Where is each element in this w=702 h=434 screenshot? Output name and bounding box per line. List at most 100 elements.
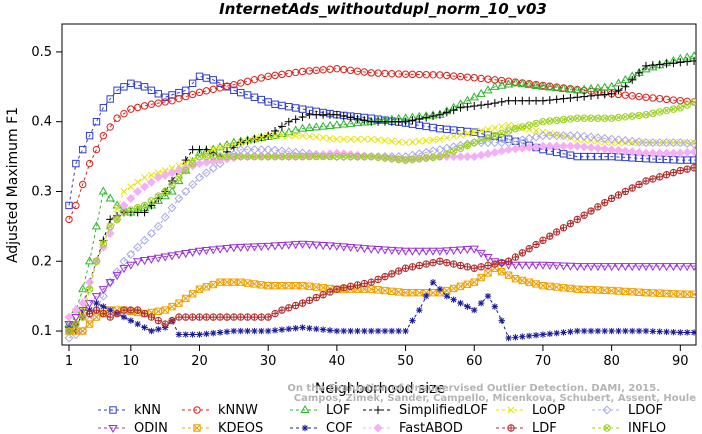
point-cof bbox=[526, 332, 533, 340]
point-simplifiedlof bbox=[422, 113, 431, 122]
point-inflo bbox=[422, 154, 430, 162]
point-fastabod bbox=[682, 147, 692, 157]
point-cof bbox=[347, 327, 354, 335]
point-ldf bbox=[175, 313, 183, 321]
point-ldf bbox=[546, 232, 554, 240]
point-cof bbox=[615, 327, 622, 335]
point-ldof bbox=[78, 326, 88, 336]
point-simplifiedlof bbox=[614, 86, 623, 95]
point-lof bbox=[290, 125, 301, 134]
point-fastabod bbox=[607, 145, 617, 155]
point-inflo bbox=[374, 153, 382, 161]
point-simplifiedlof bbox=[600, 90, 609, 99]
point-inflo bbox=[669, 105, 678, 113]
point-odin bbox=[187, 248, 198, 257]
point-knnw bbox=[230, 81, 238, 89]
point-odin bbox=[236, 243, 246, 253]
point-cof bbox=[477, 299, 485, 307]
point-knnw bbox=[216, 84, 224, 92]
legend-item-knn: kNN bbox=[98, 403, 161, 418]
point-kdeos bbox=[594, 286, 602, 294]
point-odin bbox=[380, 246, 390, 255]
point-ldf bbox=[580, 211, 588, 219]
point-kdeos bbox=[587, 286, 595, 294]
point-kdeos bbox=[175, 299, 183, 307]
point-kdeos bbox=[79, 327, 87, 335]
point-knnw bbox=[133, 103, 142, 112]
point-simplifiedlof bbox=[504, 96, 513, 105]
point-kdeos bbox=[546, 282, 554, 291]
point-fastabod bbox=[648, 148, 658, 158]
point-ldf bbox=[456, 261, 465, 270]
point-odin bbox=[352, 244, 363, 253]
point-inflo bbox=[154, 192, 162, 200]
point-lof bbox=[270, 130, 280, 139]
point-ldf bbox=[133, 306, 142, 314]
legend-marker-ldof bbox=[602, 405, 612, 415]
point-knnw bbox=[436, 71, 444, 79]
point-lof bbox=[352, 118, 363, 127]
point-lof bbox=[545, 82, 555, 91]
point-inflo bbox=[477, 136, 485, 144]
point-loop bbox=[285, 132, 293, 140]
point-simplifiedlof bbox=[683, 57, 692, 66]
point-inflo bbox=[676, 104, 685, 112]
x-tick-label: 80 bbox=[603, 354, 620, 369]
point-ldf bbox=[360, 279, 369, 288]
point-simplifiedlof bbox=[140, 208, 149, 217]
point-fastabod bbox=[689, 147, 696, 157]
point-lof bbox=[91, 221, 102, 230]
point-odin bbox=[531, 261, 541, 270]
point-simplifiedlof bbox=[545, 96, 554, 105]
point-odin bbox=[565, 262, 576, 271]
point-loop bbox=[147, 171, 155, 179]
point-ldof bbox=[675, 138, 685, 148]
point-ldof bbox=[545, 131, 555, 141]
point-lof bbox=[311, 122, 321, 131]
point-ldf bbox=[621, 187, 630, 196]
point-knnw bbox=[257, 74, 266, 82]
point-knn bbox=[690, 156, 696, 164]
point-ldof bbox=[181, 186, 191, 196]
series-kdeos bbox=[65, 264, 696, 335]
point-odin bbox=[366, 245, 376, 254]
point-knn bbox=[79, 145, 87, 154]
point-simplifiedlof bbox=[408, 116, 417, 125]
point-simplifiedlof bbox=[326, 110, 335, 119]
point-cof bbox=[683, 329, 691, 336]
point-knnw bbox=[188, 90, 197, 99]
point-fastabod bbox=[146, 177, 156, 187]
point-odin bbox=[339, 243, 349, 252]
point-simplifiedlof bbox=[690, 56, 696, 65]
point-inflo bbox=[621, 113, 630, 121]
point-lof bbox=[476, 88, 486, 97]
point-cof bbox=[553, 329, 560, 337]
point-odin bbox=[229, 244, 239, 253]
point-cof bbox=[368, 327, 375, 335]
point-odin bbox=[242, 243, 253, 252]
point-ldof bbox=[194, 173, 205, 183]
point-ldf bbox=[147, 313, 156, 321]
point-ldof bbox=[641, 138, 651, 148]
series-line-cof bbox=[68, 281, 696, 339]
point-knnw bbox=[333, 64, 341, 73]
point-inflo bbox=[566, 115, 575, 123]
point-cof bbox=[141, 324, 148, 331]
point-kdeos bbox=[477, 273, 485, 282]
point-cof bbox=[175, 331, 183, 338]
point-simplifiedlof bbox=[456, 103, 465, 112]
point-ldof bbox=[668, 138, 678, 148]
point-cof bbox=[601, 327, 608, 335]
point-loop bbox=[120, 187, 128, 196]
point-ldof bbox=[607, 134, 617, 144]
point-ldof bbox=[697, 141, 702, 149]
point-loop bbox=[141, 173, 149, 182]
point-knnw bbox=[278, 70, 286, 79]
point-cof bbox=[429, 278, 437, 286]
point-ldf bbox=[552, 228, 561, 236]
point-inflo bbox=[72, 320, 80, 328]
point-simplifiedlof bbox=[387, 117, 396, 126]
point-odin bbox=[606, 263, 617, 272]
point-knnw bbox=[113, 114, 121, 122]
point-knnw bbox=[628, 92, 636, 100]
